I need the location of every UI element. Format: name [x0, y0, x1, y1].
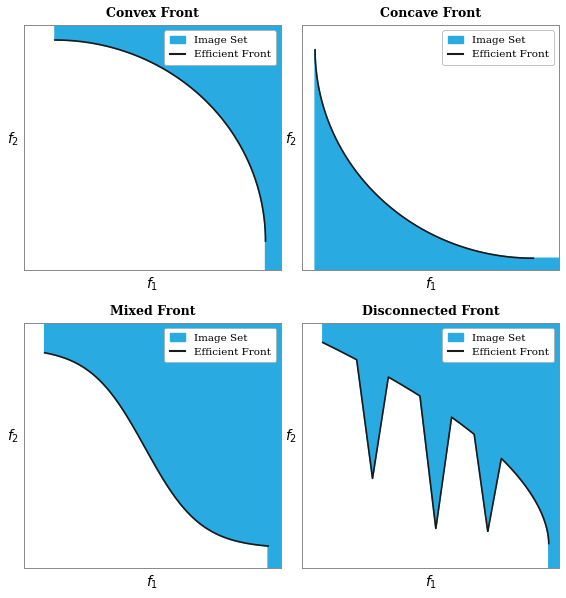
X-axis label: $f_1$: $f_1$ — [147, 276, 158, 294]
Y-axis label: $f_2$: $f_2$ — [285, 428, 297, 446]
Y-axis label: $f_2$: $f_2$ — [7, 428, 19, 446]
Legend: Image Set, Efficient Front: Image Set, Efficient Front — [443, 328, 554, 362]
X-axis label: $f_1$: $f_1$ — [147, 573, 158, 591]
Y-axis label: $f_2$: $f_2$ — [7, 130, 19, 148]
Title: Disconnected Front: Disconnected Front — [362, 304, 499, 318]
Polygon shape — [55, 25, 281, 270]
Legend: Image Set, Efficient Front: Image Set, Efficient Front — [443, 30, 554, 65]
Legend: Image Set, Efficient Front: Image Set, Efficient Front — [164, 30, 276, 65]
Title: Mixed Front: Mixed Front — [110, 304, 195, 318]
Polygon shape — [45, 323, 281, 568]
Polygon shape — [323, 323, 559, 568]
Y-axis label: $f_2$: $f_2$ — [285, 130, 297, 148]
Polygon shape — [315, 50, 559, 270]
Title: Concave Front: Concave Front — [380, 7, 481, 20]
X-axis label: $f_1$: $f_1$ — [424, 573, 437, 591]
X-axis label: $f_1$: $f_1$ — [424, 276, 437, 294]
Title: Convex Front: Convex Front — [106, 7, 199, 20]
Legend: Image Set, Efficient Front: Image Set, Efficient Front — [164, 328, 276, 362]
